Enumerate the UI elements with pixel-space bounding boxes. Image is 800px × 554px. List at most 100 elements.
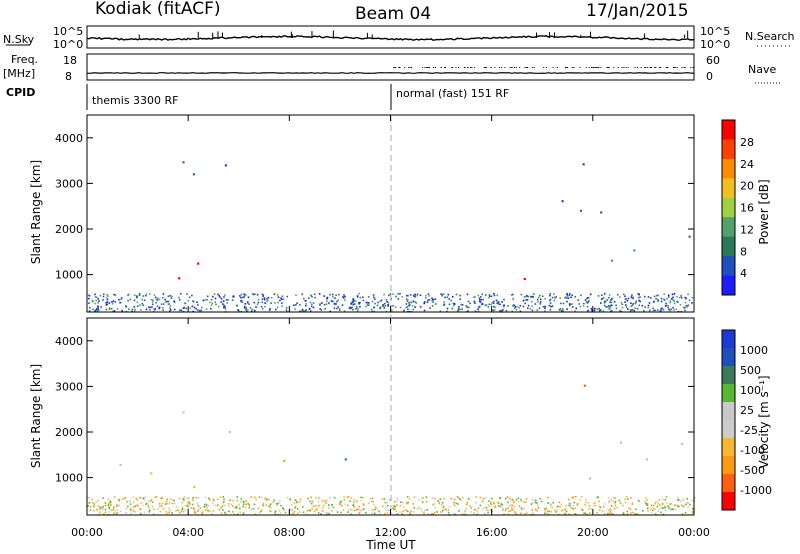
velocity-cell bbox=[187, 505, 189, 507]
velocity-cell bbox=[396, 513, 399, 515]
velocity-cell bbox=[631, 503, 634, 505]
velocity-cell bbox=[408, 497, 411, 500]
power-cell bbox=[577, 299, 579, 301]
velocity-cell bbox=[262, 502, 265, 505]
power-cell bbox=[87, 294, 90, 296]
power-cell bbox=[441, 293, 443, 296]
power-cell bbox=[606, 299, 608, 301]
power-cell bbox=[196, 301, 198, 304]
power-cell bbox=[199, 309, 201, 312]
velocity-cell bbox=[283, 459, 286, 462]
power-cell bbox=[253, 301, 256, 304]
power-cell bbox=[625, 304, 627, 306]
velocity-cell bbox=[581, 509, 584, 511]
velocity-cell bbox=[214, 504, 217, 507]
velocity-cell bbox=[433, 511, 436, 514]
velocity-cell bbox=[614, 506, 616, 509]
velocity-cell bbox=[99, 507, 101, 510]
power-cell bbox=[499, 310, 501, 312]
velocity-cell bbox=[603, 513, 606, 515]
power-cell bbox=[204, 299, 207, 301]
power-cell bbox=[684, 296, 687, 299]
power-cell bbox=[304, 304, 307, 307]
power-cell bbox=[638, 299, 640, 302]
velocity-cell bbox=[413, 507, 416, 509]
velocity-cell bbox=[321, 500, 324, 502]
velocity-cell bbox=[375, 507, 377, 509]
power-cell bbox=[280, 297, 282, 299]
velocity-cell bbox=[88, 496, 91, 499]
power-cell bbox=[561, 200, 564, 203]
velocity-cell bbox=[194, 512, 197, 515]
velocity-cell bbox=[179, 511, 181, 514]
power-cell bbox=[219, 296, 221, 298]
power-cell bbox=[187, 300, 190, 302]
velocity-cell bbox=[486, 509, 489, 511]
velocity-cell bbox=[550, 505, 552, 507]
velocity-cell bbox=[240, 501, 242, 503]
colorbar-tick-label: 20 bbox=[740, 180, 754, 193]
velocity-cell bbox=[374, 506, 377, 509]
velocity-cell bbox=[612, 500, 614, 503]
power-cell bbox=[669, 301, 671, 304]
power-cell bbox=[670, 298, 673, 300]
power-cell bbox=[387, 301, 390, 304]
colorbar-tick-label: -25 bbox=[740, 424, 758, 437]
velocity-cell bbox=[686, 498, 689, 500]
power-cell bbox=[170, 297, 173, 300]
velocity-cell bbox=[598, 500, 600, 503]
nave-dot bbox=[527, 67, 529, 68]
power-cell bbox=[243, 296, 245, 298]
nave-dot bbox=[613, 67, 615, 68]
power-cell bbox=[638, 293, 640, 295]
velocity-cell bbox=[663, 507, 666, 509]
velocity-cell bbox=[371, 497, 374, 500]
power-cell bbox=[414, 296, 417, 298]
velocity-cell bbox=[96, 509, 99, 512]
velocity-cell bbox=[401, 512, 403, 515]
power-cell bbox=[193, 306, 196, 309]
power-cell bbox=[167, 295, 170, 297]
power-cell bbox=[447, 293, 450, 296]
power-cell bbox=[629, 309, 632, 311]
velocity-cell bbox=[464, 513, 467, 516]
velocity-cell bbox=[613, 508, 616, 510]
power-cell bbox=[656, 309, 659, 311]
power-cell bbox=[336, 300, 338, 303]
power-cell bbox=[136, 301, 139, 304]
velocity-cell bbox=[685, 503, 687, 506]
power-cell bbox=[152, 299, 154, 301]
velocity-cell bbox=[340, 500, 343, 503]
power-cell bbox=[514, 306, 517, 308]
power-cell bbox=[134, 294, 136, 296]
power-cell bbox=[665, 302, 667, 305]
power-cell bbox=[524, 295, 527, 298]
velocity-cell bbox=[504, 497, 507, 500]
power-cell bbox=[596, 308, 598, 310]
velocity-cell bbox=[346, 496, 349, 499]
power-cell bbox=[218, 294, 220, 297]
velocity-cell bbox=[260, 510, 262, 513]
power-cell bbox=[566, 294, 569, 296]
power-cell bbox=[656, 294, 658, 297]
power-cell bbox=[106, 297, 108, 299]
nave-dot bbox=[464, 67, 466, 68]
power-cell bbox=[586, 305, 589, 308]
power-cell bbox=[384, 305, 387, 307]
power-cell bbox=[309, 301, 312, 304]
velocity-cell bbox=[685, 497, 687, 500]
power-cell bbox=[423, 309, 426, 312]
power-cell bbox=[512, 304, 515, 306]
velocity-cell bbox=[513, 506, 516, 508]
power-cell bbox=[490, 303, 492, 306]
velocity-cell bbox=[614, 500, 617, 503]
velocity-cell bbox=[232, 499, 234, 502]
velocity-cell bbox=[350, 497, 353, 499]
velocity-cell bbox=[325, 502, 328, 504]
power-cell bbox=[261, 301, 264, 304]
power-cell bbox=[107, 295, 109, 297]
power-cell bbox=[432, 301, 435, 303]
power-cell bbox=[603, 304, 606, 307]
velocity-cell bbox=[423, 512, 425, 515]
power-cell bbox=[505, 309, 508, 312]
